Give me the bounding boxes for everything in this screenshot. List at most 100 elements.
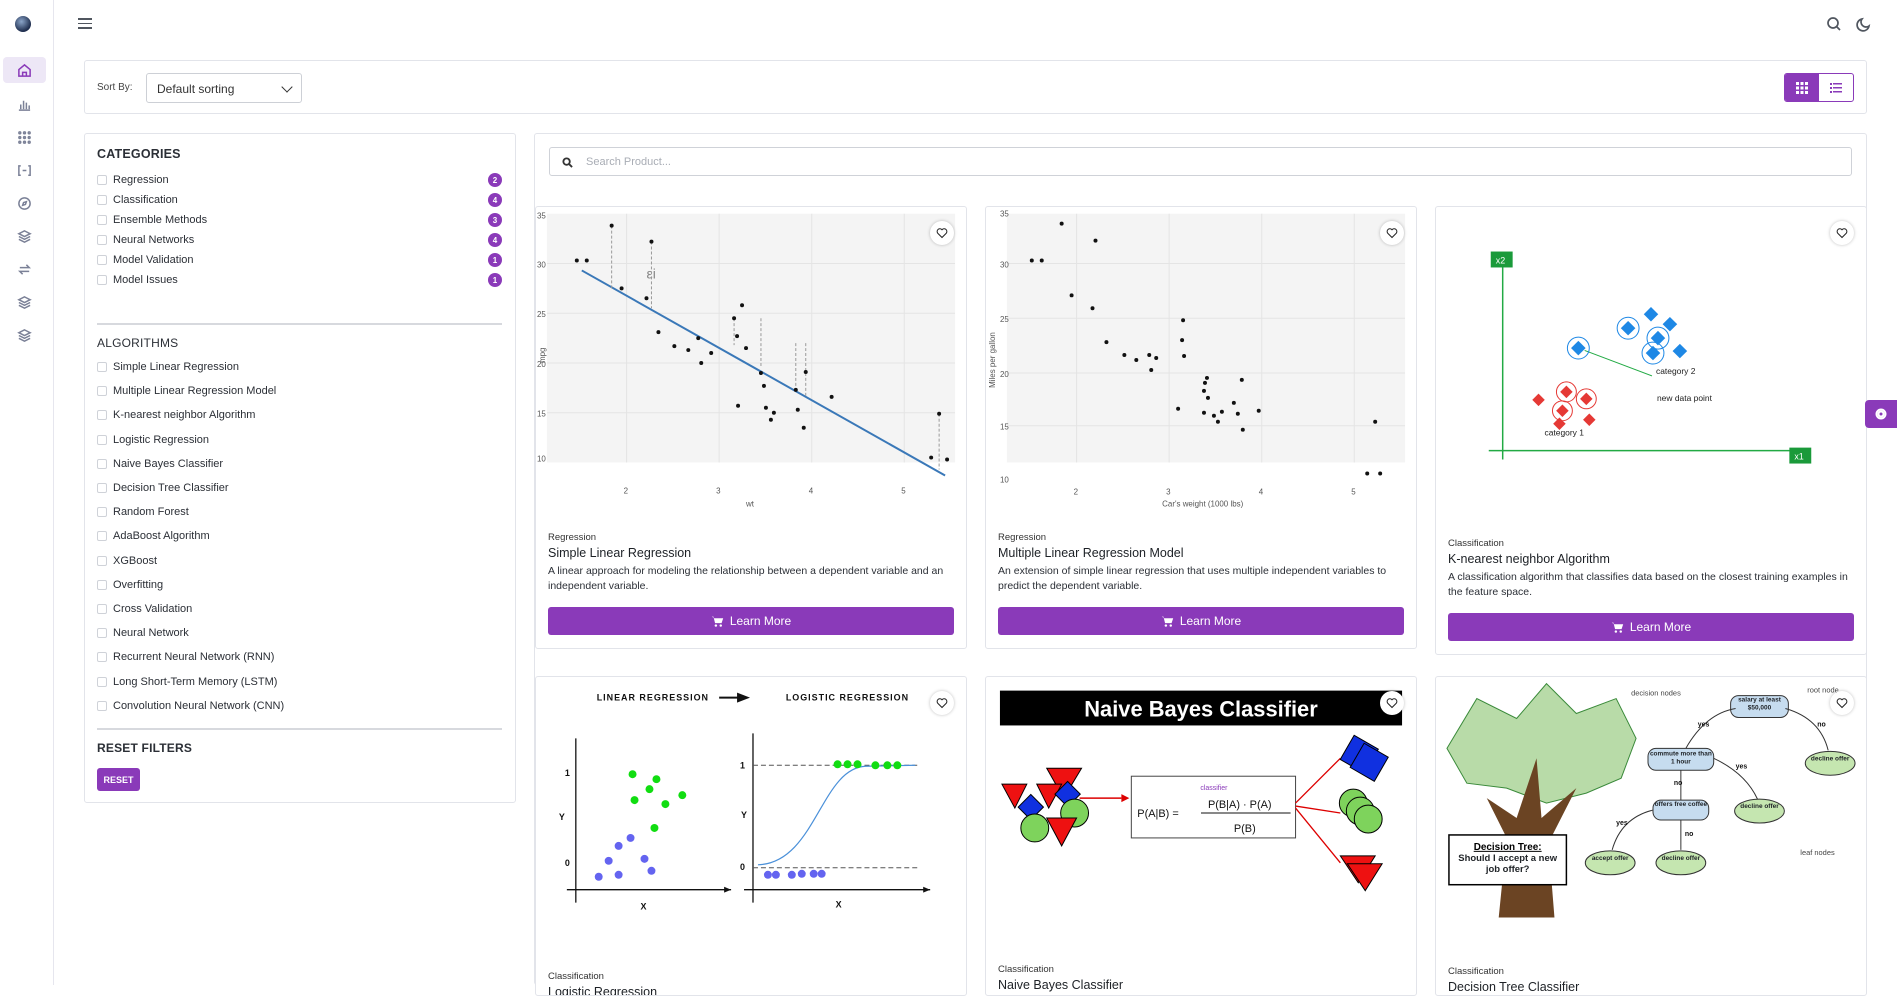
algorithm-filter-item[interactable]: Convolution Neural Network (CNN) [97,698,502,714]
category-filter-item[interactable]: Model Issues 1 [97,272,502,288]
bar-chart-icon[interactable] [3,91,46,117]
moon-icon[interactable] [1856,16,1872,32]
category-checkbox[interactable] [97,255,107,265]
category-checkbox[interactable] [97,195,107,205]
favorite-button[interactable] [930,221,954,245]
repeat-icon[interactable] [3,256,46,282]
product-title[interactable]: Multiple Linear Regression Model [998,546,1184,560]
algorithm-filter-item[interactable]: Logistic Regression [97,432,502,448]
algorithm-checkbox[interactable] [97,579,107,590]
brackets-icon[interactable] [3,157,46,183]
leaf-decline-1-text: decline offer [1810,755,1850,763]
algorithm-filter-item[interactable]: AdaBoost Algorithm [97,528,502,544]
coffee-node: offers free coffee [1655,801,1708,808]
algorithm-checkbox[interactable] [97,700,107,711]
product-title[interactable]: Logistic Regression [548,985,658,996]
category-label: Model Issues [113,274,178,286]
search-input[interactable]: Search Product... [586,156,671,168]
settings-side-tab[interactable] [1865,400,1897,428]
product-card[interactable]: LINEAR REGRESSION LOGISTIC REGRESSION 1 … [535,676,967,996]
category-filter-item[interactable]: Classification 4 [97,192,502,208]
category-count-badge: 1 [488,253,502,267]
algorithm-checkbox[interactable] [97,410,107,421]
algorithm-checkbox[interactable] [97,434,107,445]
learn-more-button[interactable]: Learn More [1448,613,1854,641]
search-box[interactable]: Search Product... [549,147,1852,176]
algorithm-checkbox[interactable] [97,604,107,614]
algorithm-filter-item[interactable]: Naive Bayes Classifier [97,456,502,472]
hamburger-menu-icon[interactable] [78,18,92,30]
algorithm-checkbox[interactable] [97,531,107,542]
favorite-button[interactable] [930,691,954,715]
sort-select[interactable]: Default sorting [146,73,302,103]
category-checkbox[interactable] [97,235,107,245]
algorithm-checkbox[interactable] [97,458,107,469]
algorithm-label: Long Short-Term Memory (LSTM) [113,675,278,688]
product-image: x2 x1 category 2 new data point category… [1437,208,1865,523]
algorithm-checkbox[interactable] [97,483,107,493]
algorithm-filter-item[interactable]: Recurrent Neural Network (RNN) [97,649,502,665]
algorithm-checkbox[interactable] [97,676,107,687]
product-card[interactable]: x2 x1 category 2 new data point category… [1435,206,1867,655]
layers-icon[interactable] [3,223,46,249]
algorithm-label: Random Forest [113,506,189,519]
category-filter-item[interactable]: Neural Networks 4 [97,232,502,248]
product-card[interactable]: Decision Tree: Should I accept a new job… [1435,676,1867,996]
favorite-button[interactable] [1380,691,1404,715]
x-tick: 3 [716,486,721,495]
favorite-button[interactable] [1830,221,1854,245]
layers-icon-2[interactable] [3,289,46,315]
algorithm-checkbox[interactable] [97,555,107,566]
algorithm-filter-item[interactable]: K-nearest neighbor Algorithm [97,407,502,423]
grid-view-button[interactable] [1785,74,1819,101]
algorithm-label: Cross Validation [113,603,193,615]
y-tick: 25 [537,310,546,319]
y-tick: 30 [537,260,546,269]
compass-icon[interactable] [3,190,46,216]
category-filter-item[interactable]: Model Validation 1 [97,252,502,268]
algorithm-checkbox[interactable] [97,507,107,518]
algorithm-filter-item[interactable]: Overfitting [97,577,502,593]
learn-more-button[interactable]: Learn More [548,607,954,635]
algorithm-filter-item[interactable]: Random Forest [97,504,502,520]
algorithm-filter-item[interactable]: Simple Linear Regression [97,359,502,375]
algorithm-checkbox[interactable] [97,386,107,397]
product-card[interactable]: Naive Bayes Classifier classifier P(A|B)… [985,676,1417,996]
algorithm-filter-item[interactable]: Decision Tree Classifier [97,480,502,496]
algorithm-checkbox[interactable] [97,362,107,372]
product-title[interactable]: Decision Tree Classifier [1448,980,1580,994]
product-image: Naive Bayes Classifier classifier P(A|B)… [987,678,1415,966]
learn-more-button[interactable]: Learn More [998,607,1404,635]
grid-dots-icon[interactable] [3,124,46,150]
app-logo[interactable] [15,16,31,32]
algorithm-filter-item[interactable]: Long Short-Term Memory (LSTM) [97,674,502,690]
list-view-button[interactable] [1819,74,1853,101]
reset-button[interactable]: RESET [97,768,140,791]
algorithm-filter-item[interactable]: Neural Network [97,625,502,641]
favorite-button[interactable] [1380,221,1404,245]
algorithm-filter-item[interactable]: Multiple Linear Regression Model [97,383,502,399]
algorithm-filter-item[interactable]: Cross Validation [97,601,502,617]
category-checkbox[interactable] [97,215,107,225]
product-card[interactable]: 35 30 25 20 15 10 2 3 4 5 Car's weight (… [985,206,1417,649]
favorite-button[interactable] [1830,691,1854,715]
layers-icon-3[interactable] [3,322,46,348]
product-title[interactable]: Naive Bayes Classifier [998,978,1124,992]
algorithm-filter-item[interactable]: XGBoost [97,553,502,569]
product-title[interactable]: K-nearest neighbor Algorithm [1448,552,1610,566]
heart-icon [936,228,948,239]
algorithm-checkbox[interactable] [97,628,107,639]
product-card[interactable]: 35 30 25 20 15 10 2 3 4 5 wt mpg εi [535,206,967,649]
category-checkbox[interactable] [97,275,107,285]
home-icon[interactable] [3,57,46,83]
product-title[interactable]: Simple Linear Regression [548,546,692,560]
product-description: A classification algorithm that classifi… [1448,571,1848,598]
search-icon[interactable] [1826,16,1842,32]
leaf-decline-3-text: decline offer [1661,854,1701,862]
category-count-badge: 1 [488,273,502,287]
category-filter-item[interactable]: Ensemble Methods 3 [97,212,502,228]
category-checkbox[interactable] [97,175,107,185]
learn-more-label: Learn More [729,614,792,628]
algorithm-checkbox[interactable] [97,652,107,663]
category-filter-item[interactable]: Regression 2 [97,172,502,188]
